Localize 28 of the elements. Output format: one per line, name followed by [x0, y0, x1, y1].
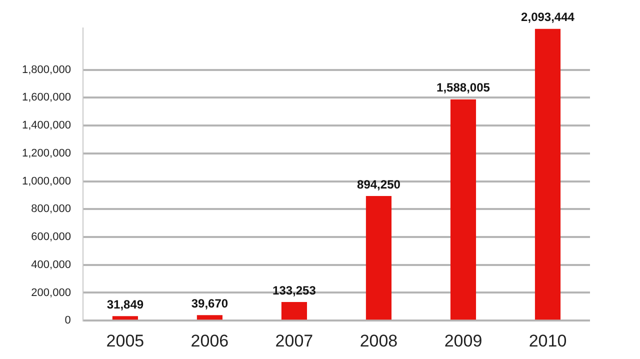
bar	[196, 315, 222, 320]
data-label: 894,250	[357, 177, 401, 192]
bar	[281, 302, 307, 320]
y-tick-label: 1,000,000	[22, 175, 71, 188]
x-tick-label: 2005	[106, 331, 144, 350]
y-tick-label: 1,400,000	[22, 120, 71, 132]
y-tick-label: 1,600,000	[22, 92, 71, 104]
data-label: 31,849	[106, 297, 144, 312]
bar	[534, 28, 561, 320]
data-label: 39,670	[191, 296, 228, 310]
data-label: 2,093,444	[521, 10, 575, 24]
y-tick-label: 800,000	[31, 203, 71, 216]
bar	[450, 99, 476, 320]
x-tick-label: 2008	[360, 331, 398, 350]
y-tick-label: 1,800,000	[22, 64, 71, 76]
y-tick-label: 400,000	[31, 258, 71, 271]
x-tick-label: 2010	[528, 331, 567, 350]
y-tick-label: 600,000	[31, 231, 71, 244]
y-tick-label: 1,200,000	[22, 147, 71, 160]
x-tick-label: 2009	[444, 331, 482, 350]
y-tick-label: 200,000	[31, 286, 71, 299]
data-label: 1,588,005	[436, 80, 490, 95]
x-tick-label: 2006	[190, 331, 229, 350]
bar	[112, 316, 138, 320]
bar	[366, 196, 392, 320]
data-label: 133,253	[272, 283, 316, 298]
x-tick-label: 2007	[275, 331, 314, 350]
y-tick-label: 0	[64, 314, 71, 327]
